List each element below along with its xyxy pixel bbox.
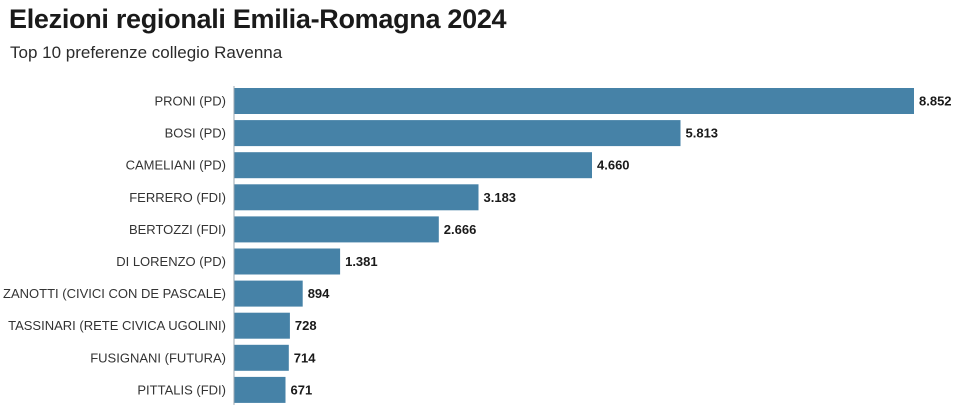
- category-label: BERTOZZI (FDI): [129, 222, 226, 237]
- category-label: ZANOTTI (CIVICI CON DE PASCALE): [3, 286, 226, 301]
- bar: [234, 120, 681, 147]
- category-label: FERRERO (FDI): [129, 190, 226, 205]
- bar: [234, 280, 303, 307]
- bar: [234, 312, 290, 339]
- chart-title: Elezioni regionali Emilia-Romagna 2024: [9, 4, 507, 34]
- value-label: 728: [295, 318, 317, 333]
- category-label: PITTALIS (FDI): [137, 382, 226, 397]
- value-label: 8.852: [919, 94, 952, 109]
- category-label: FUSIGNANI (FUTURA): [90, 350, 226, 365]
- value-label: 1.381: [345, 254, 378, 269]
- value-label: 894: [308, 286, 330, 301]
- category-label: CAMELIANI (PD): [126, 158, 226, 173]
- category-label: DI LORENZO (PD): [116, 254, 226, 269]
- bar: [234, 88, 914, 114]
- category-label: TASSINARI (RETE CIVICA UGOLINI): [8, 318, 226, 333]
- value-label: 2.666: [444, 222, 477, 237]
- value-label: 4.660: [597, 158, 630, 173]
- bar: [234, 216, 439, 243]
- category-label: BOSI (PD): [165, 126, 226, 141]
- category-label: PRONI (PD): [155, 94, 227, 109]
- value-label: 3.183: [484, 190, 517, 205]
- chart-subtitle: Top 10 preferenze collegio Ravenna: [10, 43, 283, 62]
- value-label: 671: [291, 382, 313, 397]
- value-label: 5.813: [686, 126, 719, 141]
- bar: [234, 152, 592, 179]
- bar: [234, 248, 341, 275]
- bar: [234, 184, 479, 211]
- bar: [234, 376, 286, 403]
- bar: [234, 344, 289, 371]
- value-label: 714: [294, 350, 316, 365]
